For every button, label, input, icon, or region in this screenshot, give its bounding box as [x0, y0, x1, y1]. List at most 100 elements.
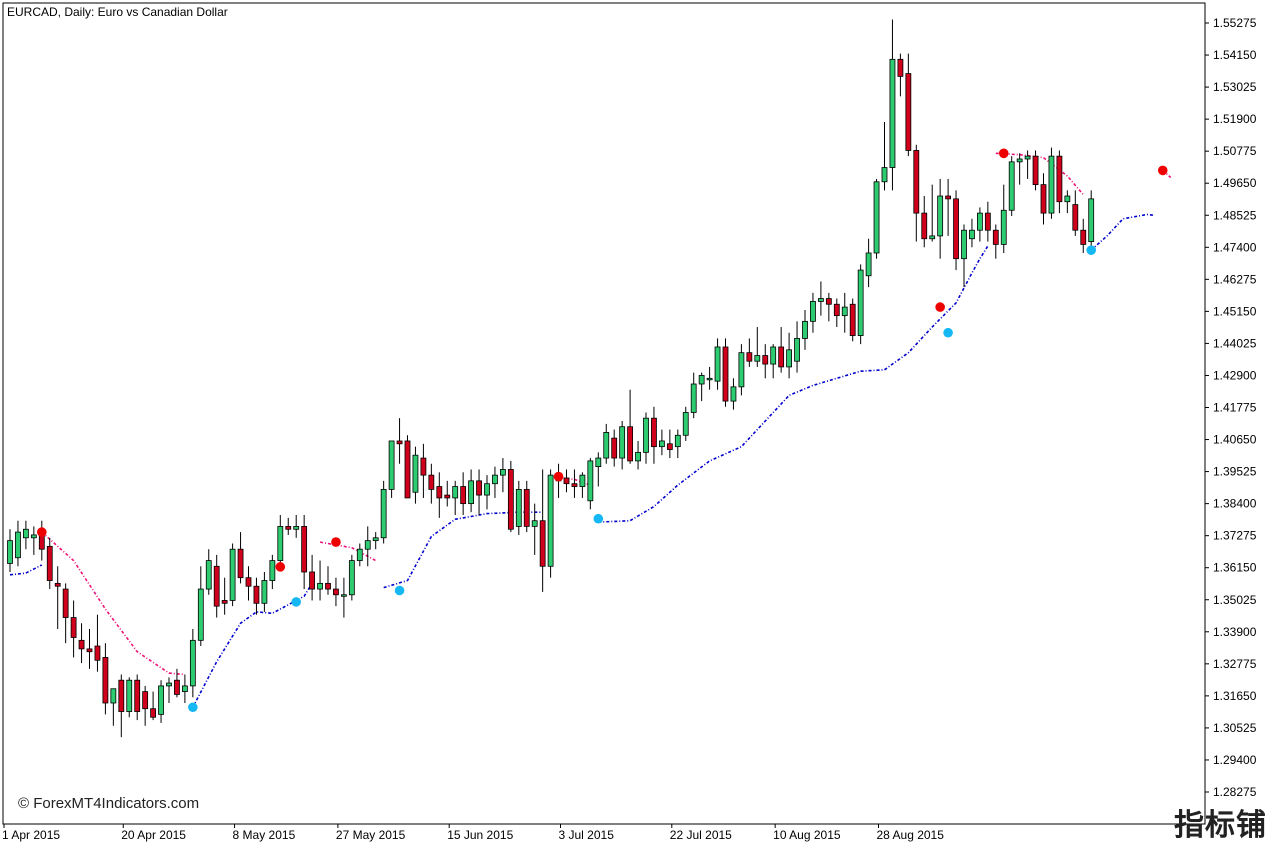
price-tick-label: 1.39525: [1213, 465, 1257, 479]
buy-signal-dot: [188, 702, 198, 713]
bull-candle-body: [15, 531, 21, 559]
candle: [364, 526, 371, 567]
sell-signal-dot: [1157, 165, 1168, 176]
candle: [460, 472, 467, 516]
bear-candle-body: [46, 545, 53, 581]
candle: [118, 674, 125, 738]
price-tick-label: 1.40650: [1213, 433, 1257, 447]
bear-candle-body: [54, 582, 61, 587]
sell-signal-dot: [331, 537, 341, 547]
bull-candle-body: [340, 594, 347, 597]
candle: [86, 628, 93, 669]
bear-candle-body: [563, 477, 570, 485]
bear-candle-body: [746, 352, 753, 362]
price-tick-label: 1.30525: [1213, 721, 1257, 735]
bear-candle-body: [404, 440, 411, 499]
bull-candle-body: [619, 426, 626, 459]
candle: [730, 378, 737, 410]
candle: [810, 292, 816, 333]
bear-candle-body: [825, 298, 832, 305]
candle: [961, 224, 967, 288]
price-tick-label: 1.45150: [1213, 304, 1257, 318]
bull-candle-body: [841, 306, 848, 317]
candle: [1016, 153, 1023, 185]
bull-candle-body: [1008, 161, 1015, 211]
buy-signal-dot: [943, 327, 953, 338]
candle: [269, 554, 276, 590]
bull-candle-body: [961, 229, 967, 260]
trail-segment-up: [192, 582, 313, 708]
candle: [1056, 150, 1063, 214]
candle: [253, 577, 260, 615]
candle: [54, 566, 61, 629]
time-axis: 1 Apr 2015 20 Apr 2015 8 May 2015 27 May 20…: [2, 824, 944, 842]
candle: [746, 338, 753, 367]
price-tick-label: 1.46275: [1213, 272, 1257, 286]
candle: [1072, 190, 1079, 236]
candle: [181, 674, 188, 703]
candle: [579, 472, 586, 498]
candle: [452, 480, 459, 516]
bull-candle-body: [547, 474, 554, 567]
candle: [7, 529, 13, 572]
bear-candle-body: [245, 577, 252, 587]
candle: [706, 366, 713, 390]
candle: [603, 423, 610, 464]
time-tick-label: 10 Aug 2015: [773, 828, 841, 842]
candle: [396, 418, 403, 464]
candle: [889, 19, 896, 191]
candle: [881, 121, 888, 191]
bear-candle-body: [325, 582, 331, 590]
candle: [150, 691, 157, 721]
bull-candle-body: [1088, 198, 1095, 242]
candle: [722, 338, 729, 407]
signal-dots-layer: [37, 148, 1168, 713]
candle: [301, 515, 308, 590]
candle: [126, 677, 133, 718]
candle: [857, 264, 864, 345]
candle: [46, 537, 53, 590]
bull-candle-body: [468, 480, 475, 505]
bear-candle-body: [102, 657, 109, 704]
bull-candle-body: [277, 526, 284, 561]
candle: [1000, 184, 1007, 253]
candle: [539, 469, 546, 592]
bear-candle-body: [460, 486, 467, 505]
bull-candle-body: [635, 451, 641, 462]
bear-candle-body: [253, 585, 260, 604]
bull-candle-body: [770, 346, 777, 365]
price-tick-label: 1.35025: [1213, 593, 1257, 607]
candle: [937, 178, 944, 259]
bear-candle-body: [142, 691, 149, 710]
candle: [189, 628, 196, 698]
candle: [380, 480, 387, 544]
candle: [873, 178, 880, 259]
candle: [825, 292, 832, 322]
candle: [158, 680, 164, 723]
candle: [293, 515, 300, 538]
candle: [1048, 147, 1055, 219]
candle: [237, 532, 244, 584]
bear-candle-body: [651, 417, 657, 448]
bear-candle-body: [285, 526, 292, 530]
candles-layer: [7, 19, 1095, 738]
price-tick-label: 1.47400: [1213, 240, 1257, 254]
bull-candle-body: [1000, 209, 1007, 245]
time-tick-label: 8 May 2015: [233, 828, 296, 842]
sell-signal-dot: [553, 471, 564, 482]
bull-candle-body: [166, 682, 172, 687]
bull-candle-body: [786, 349, 792, 368]
bull-candle-body: [1064, 195, 1071, 203]
bear-candle-body: [627, 426, 633, 462]
candle: [317, 560, 323, 601]
candle: [905, 53, 912, 157]
bear-candle-body: [134, 679, 141, 712]
bull-candle-body: [643, 417, 649, 453]
candle: [969, 218, 975, 248]
candle: [690, 372, 697, 419]
bull-candle-body: [158, 685, 164, 715]
bull-candle-body: [818, 298, 824, 302]
bear-candle-body: [118, 679, 125, 712]
bull-candle-body: [802, 320, 808, 339]
